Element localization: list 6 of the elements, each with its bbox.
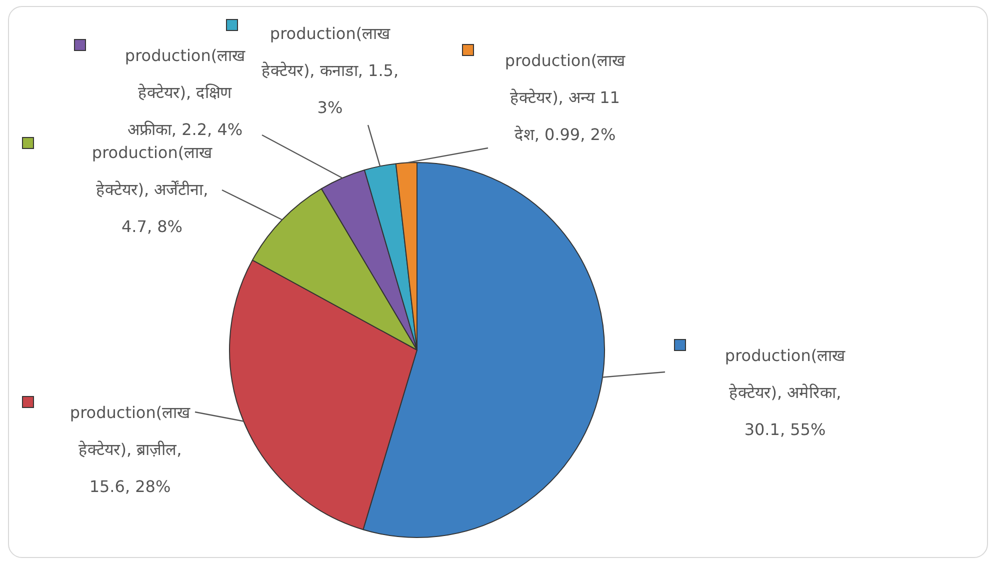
data-label: production(लाख हेक्टेयर), दक्षिण अफ्रीका, 2.2, 4% (124, 46, 246, 139)
data-label: production(लाख हेक्टेयर), कनाडा, 1.5, 3% (260, 23, 400, 119)
data-label: production(लाख हेक्टेयर), अर्जेंटीना, 4.7, 8% (92, 143, 212, 236)
data-label: production(लाख हेक्टेयर), अमेरिका, 30.1, 55% (724, 345, 846, 441)
data-label: production(लाख हेक्टेयर), ब्राज़ील, 15.6, 28% (68, 402, 192, 498)
data-label: production(लाख हेक्टेयर), अन्य 11 देश, 0.99, 2% (504, 50, 626, 146)
